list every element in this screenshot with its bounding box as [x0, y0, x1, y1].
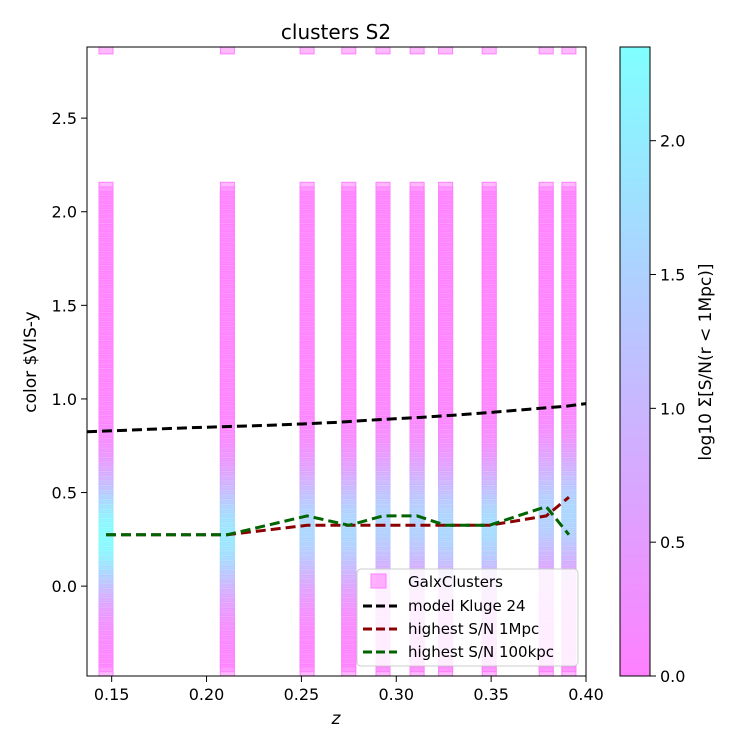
cluster-marker	[299, 181, 315, 195]
cluster-marker	[375, 181, 391, 195]
y-tick-label: 1.0	[52, 390, 77, 409]
cluster-marker	[481, 181, 497, 195]
x-tick-label: 0.30	[378, 685, 414, 704]
cluster-marker	[561, 181, 577, 195]
y-axis-label: color $VIS-y	[21, 311, 41, 412]
colorbar-tick-label: 0.5	[660, 533, 685, 552]
legend-label-model: model Kluge 24	[408, 597, 526, 615]
cluster-marker	[538, 47, 554, 55]
x-tick-label: 0.35	[473, 685, 509, 704]
legend-box	[356, 568, 579, 667]
y-tick-label: 2.0	[52, 203, 77, 222]
cluster-marker	[299, 47, 315, 55]
cluster-marker	[341, 47, 357, 55]
cluster-marker	[98, 181, 114, 195]
colorbar-label: log10 Σ[S/N(r < 1Mpc)]	[696, 263, 716, 460]
legend-label-snr-1mpc: highest S/N 1Mpc	[408, 620, 539, 638]
x-axis-label: z	[331, 709, 342, 729]
cluster-marker	[409, 181, 425, 195]
series-line-2	[106, 504, 571, 537]
legend-marker-galxclusters	[370, 573, 387, 589]
cluster-marker	[219, 47, 235, 55]
colorbar-tick-label: 2.0	[660, 132, 685, 151]
cluster-marker	[438, 181, 454, 195]
legend: GalxClusters model Kluge 24 highest S/N …	[356, 568, 579, 667]
legend-label-snr-100kpc: highest S/N 100kpc	[408, 643, 554, 661]
x-tick-label: 0.20	[189, 685, 225, 704]
cluster-marker	[481, 47, 497, 55]
series-lines	[87, 402, 586, 537]
cluster-marker	[438, 47, 454, 55]
cluster-marker	[561, 47, 577, 55]
colorbar-tick-label: 0.0	[660, 667, 685, 686]
colorbar-axis: 0.0 0.5 1.0 1.5 2.0	[650, 132, 685, 686]
cluster-marker	[219, 181, 235, 195]
y-tick-label: 2.5	[52, 109, 77, 128]
legend-label-galxclusters: GalxClusters	[408, 573, 503, 591]
x-tick-label: 0.25	[284, 685, 320, 704]
cluster-marker	[538, 181, 554, 195]
y-tick-label: 0.0	[52, 577, 77, 596]
series-line-1	[106, 496, 570, 537]
colorbar-tick-label: 1.0	[660, 399, 685, 418]
y-tick-label: 1.5	[52, 296, 77, 315]
series-line-0	[87, 402, 586, 434]
cluster-marker	[375, 47, 391, 55]
cluster-marker	[341, 181, 357, 195]
x-tick-label: 0.15	[94, 685, 130, 704]
y-axis: 0.0 0.5 1.0 1.5 2.0 2.5	[52, 109, 87, 596]
chart-title: clusters S2	[281, 20, 391, 44]
colorbar	[619, 46, 651, 677]
plot-frame	[86, 46, 587, 677]
x-tick-label: 0.40	[568, 685, 604, 704]
cluster-marker	[98, 47, 114, 55]
cluster-marker	[409, 47, 425, 55]
x-axis: 0.15 0.20 0.25 0.30 0.35 0.40	[94, 676, 604, 704]
colorbar-tick-label: 1.5	[660, 266, 685, 285]
y-tick-label: 0.5	[52, 484, 77, 503]
